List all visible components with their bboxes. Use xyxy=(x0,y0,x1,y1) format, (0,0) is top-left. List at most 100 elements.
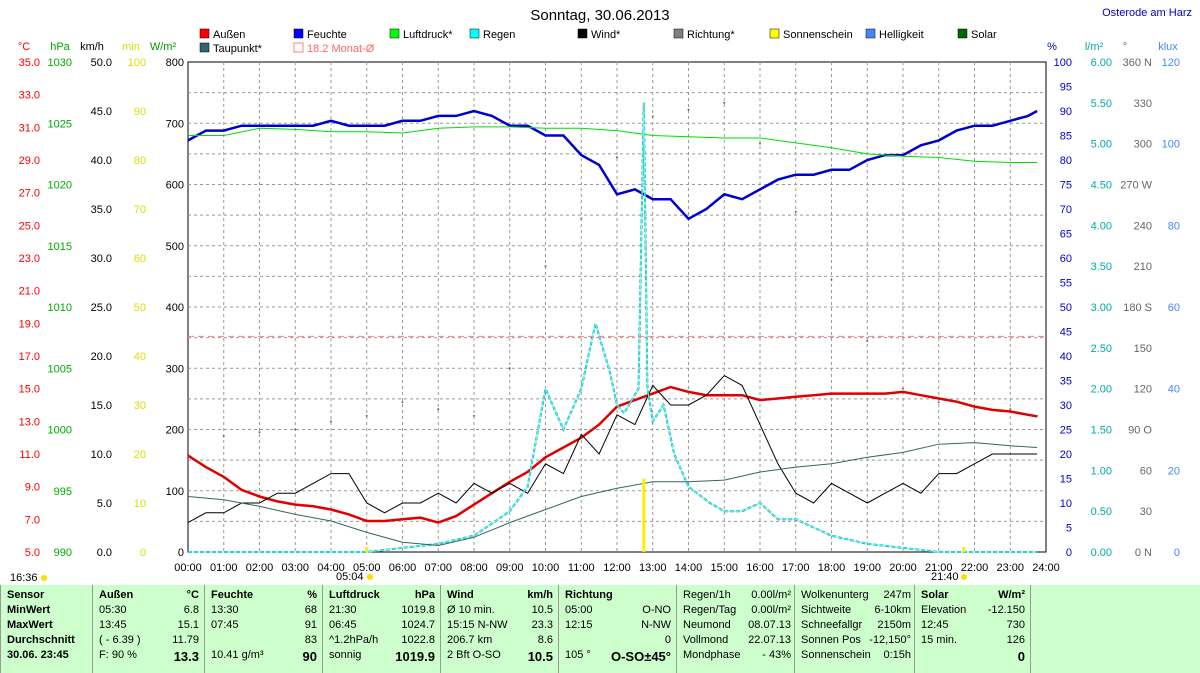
sensor-row-label: Durchschnitt xyxy=(7,634,75,646)
richtung-value: O-SO±45° xyxy=(610,649,671,664)
solar-tick-label: 0 xyxy=(178,547,184,559)
humidity-tick-label: 50 xyxy=(1060,302,1072,314)
rain-tick-label: 2.50 xyxy=(1091,343,1112,355)
legend-swatch xyxy=(769,28,780,39)
sun-tick-label: 90 xyxy=(134,106,146,118)
regen-value: 0.00l/m² xyxy=(751,589,791,601)
regen-label: Regen/Tag xyxy=(683,604,737,616)
wind-tick-label: 40.0 xyxy=(91,155,112,167)
aussen-time: ( - 6.39 ) xyxy=(99,634,141,646)
sun-tick-label: 10 xyxy=(134,498,146,510)
humidity-tick-label: 65 xyxy=(1060,229,1072,241)
solar-label: Elevation xyxy=(921,604,967,616)
feuchte-value: 83 xyxy=(304,634,317,646)
direction-point xyxy=(937,401,940,404)
feuchte-value: 90 xyxy=(302,649,317,664)
sun-tick-label: 20 xyxy=(134,449,146,461)
x-tick-label: 05:00 xyxy=(353,562,381,574)
humidity-tick-label: 0 xyxy=(1066,547,1072,559)
sunshine-bar xyxy=(962,547,966,552)
richtung-time: 05:00 xyxy=(565,604,593,616)
richtung-header: Richtung xyxy=(565,589,613,601)
sunshine-bar xyxy=(642,478,646,552)
aussen-unit: °C xyxy=(186,589,199,601)
richtung-time: 12:15 xyxy=(565,619,593,631)
luftdruck-header: Luftdruck xyxy=(329,589,380,601)
wolken-label: Sichtweite xyxy=(801,604,852,616)
sunset-marker: 21:40 xyxy=(931,571,959,583)
solar-value: 730 xyxy=(1006,619,1025,631)
solar-tick-label: 400 xyxy=(166,302,184,314)
direction-tick-label: 330 xyxy=(1134,98,1152,110)
pressure-tick-label: 1025 xyxy=(48,118,72,130)
wind-tick-label: 20.0 xyxy=(91,351,112,363)
sun-unit-label: min xyxy=(122,41,140,53)
humidity-tick-label: 55 xyxy=(1060,278,1072,290)
temp-tick-label: 9.0 xyxy=(25,482,40,494)
legend-swatch xyxy=(957,28,968,39)
wolken-label: Wolkenunterg xyxy=(801,589,869,601)
wolken-value: 247m xyxy=(883,589,911,601)
humidity-tick-label: 95 xyxy=(1060,82,1072,94)
temp-tick-label: 5.0 xyxy=(25,547,40,559)
humidity-tick-label: 45 xyxy=(1060,327,1072,339)
lux-tick-label: 20 xyxy=(1168,465,1180,477)
direction-point xyxy=(437,408,440,411)
sun-tick-label: 70 xyxy=(134,204,146,216)
aussen-time: F: 90 % xyxy=(99,649,137,661)
wind: Wind km/h Ø 10 min. 15:15 N-NW 206.7 km 2 Bft… xyxy=(440,585,559,673)
wind-unit-label: km/h xyxy=(80,41,104,53)
solar-value: 0 xyxy=(1017,649,1025,664)
direction-tick-label: 240 xyxy=(1134,220,1152,232)
direction-point xyxy=(544,265,547,268)
aussen-time: 13:45 xyxy=(99,619,127,631)
humidity-tick-label: 10 xyxy=(1060,498,1072,510)
rain-tick-label: 4.00 xyxy=(1091,220,1112,232)
regen-value: 0.00l/m² xyxy=(751,604,791,616)
regen-label: Neumond xyxy=(683,619,731,631)
aussen: Außen °C 05:30 13:45 ( - 6.39 ) F: 90 % 6.8 15.… xyxy=(92,585,205,673)
x-tick-label: 21:00 xyxy=(925,562,953,574)
rain-tick-label: 0.50 xyxy=(1091,506,1112,518)
wind-value: 23.3 xyxy=(531,619,553,631)
wind-value: 10.5 xyxy=(527,649,553,664)
regen-block: Regen/1h Regen/Tag Neumond Vollmond Mondphas… xyxy=(676,585,795,673)
pressure-tick-label: 1015 xyxy=(48,241,72,253)
temp-tick-label: 31.0 xyxy=(19,122,40,134)
rain-tick-label: 3.50 xyxy=(1091,261,1112,273)
humidity-tick-label: 70 xyxy=(1060,204,1072,216)
luftdruck-time: 06:45 xyxy=(329,619,357,631)
temp-tick-label: 23.0 xyxy=(19,253,40,265)
lux-tick-label: 120 xyxy=(1162,57,1180,69)
x-tick-label: 00:00 xyxy=(174,562,202,574)
temp-unit-label: °C xyxy=(18,41,30,53)
direction-point xyxy=(759,142,761,145)
direction-tick-label: 360 N xyxy=(1123,57,1152,69)
direction-point xyxy=(222,435,225,438)
solar-block: Solar W/m² Elevation 12:45 15 min. -12.150 730… xyxy=(914,585,1031,673)
wind-value: 8.6 xyxy=(537,634,553,646)
x-tick-label: 16:00 xyxy=(746,562,774,574)
sensor-block: Sensor MinWert MaxWert Durchschnitt 30.06. 2… xyxy=(0,585,93,673)
sunshine-bar xyxy=(365,547,369,552)
x-tick-label: 17:00 xyxy=(782,562,810,574)
legend-label: Außen xyxy=(213,29,245,41)
luftdruck-unit: hPa xyxy=(414,589,435,601)
direction-tick-label: 300 xyxy=(1134,139,1152,151)
legend-label: Luftdruck* xyxy=(403,29,453,41)
solar-unit: W/m² xyxy=(998,589,1025,601)
pressure-tick-label: 990 xyxy=(54,547,72,559)
legend-label: Richtung* xyxy=(687,29,735,41)
wolken-value: 0:15h xyxy=(883,649,911,661)
solar-label: 15 min. xyxy=(921,634,958,646)
direction-tick-label: 60 xyxy=(1140,465,1152,477)
location-label: Osterode am Harz xyxy=(1102,7,1192,19)
temp-tick-label: 15.0 xyxy=(19,384,40,396)
x-tick-label: 01:00 xyxy=(210,562,238,574)
wind-value: 10.5 xyxy=(531,604,553,616)
regen-label: Regen/1h xyxy=(683,589,731,601)
solar-tick-label: 800 xyxy=(166,57,184,69)
sun-tick-label: 80 xyxy=(134,155,146,167)
humidity-tick-label: 25 xyxy=(1060,425,1072,437)
wind-unit: km/h xyxy=(527,589,553,601)
